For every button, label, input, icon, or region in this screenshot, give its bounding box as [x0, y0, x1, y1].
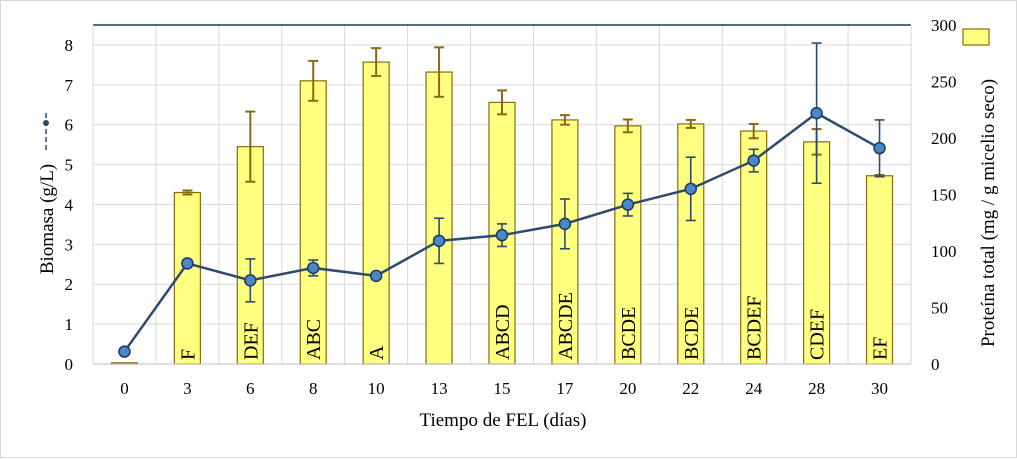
- bar: [299, 80, 327, 365]
- x-tick-label: 17: [556, 379, 574, 398]
- bar-significance-label: F: [177, 349, 199, 360]
- protein-point: [118, 345, 131, 358]
- protein-point: [369, 269, 383, 283]
- bar: [173, 191, 201, 365]
- protein-point: [621, 198, 635, 211]
- bar-significance-label: A: [366, 345, 388, 360]
- right-tick-label: 50: [931, 299, 948, 318]
- bar-significance-label: BCDEF: [744, 296, 766, 360]
- left-tick-label: 2: [65, 275, 74, 294]
- left-tick-label: 7: [65, 76, 74, 95]
- x-tick-label: 8: [309, 379, 318, 398]
- protein-point: [495, 228, 509, 242]
- line-legend-marker: [43, 113, 49, 153]
- bar-significance-label: BCDE: [681, 307, 703, 360]
- right-tick-label: 0: [931, 355, 940, 374]
- left-tick-label: 1: [65, 315, 74, 334]
- x-tick-label: 28: [808, 379, 825, 398]
- x-tick-label: 6: [246, 379, 255, 398]
- bar-legend-swatch: [962, 28, 990, 46]
- x-tick-label: 13: [431, 379, 448, 398]
- right-tick-label: 150: [931, 186, 957, 205]
- biomass-bars: F DEF ABC A ABCD ABCDE BCDE BCDE BCDEF CDEF EF: [110, 46, 894, 365]
- protein-point: [244, 274, 257, 287]
- x-tick-label: 3: [183, 379, 192, 398]
- left-tick-label: 5: [65, 156, 74, 175]
- tick-labels: 0 1 2 3 4 5 6 7 8 0 50 100 150 200 250 300 0 3 6 8 10 13 15 17 2…: [65, 16, 957, 398]
- right-tick-label: 200: [931, 129, 957, 148]
- left-tick-label: 3: [65, 235, 74, 254]
- x-tick-label: 22: [682, 379, 699, 398]
- left-tick-label: 8: [65, 36, 74, 55]
- left-axis-title: Biomasa (g/L): [37, 164, 58, 274]
- right-tick-label: 100: [931, 242, 957, 261]
- bar-significance-label: CDEF: [807, 309, 829, 360]
- bar-significance-label: EF: [870, 337, 892, 360]
- bar: [236, 146, 264, 365]
- x-tick-label: 0: [120, 379, 129, 398]
- protein-point: [181, 257, 194, 270]
- protein-point: [684, 182, 698, 196]
- right-tick-label: 250: [931, 73, 957, 92]
- x-tick-label: 10: [368, 379, 385, 398]
- x-tick-label: 24: [745, 379, 763, 398]
- bar: [362, 61, 390, 365]
- right-axis-title: Proteína total (mg / g micelio seco): [978, 79, 999, 347]
- left-tick-label: 6: [65, 116, 74, 135]
- bar: [865, 175, 894, 365]
- x-tick-label: 15: [494, 379, 511, 398]
- right-tick-label: 300: [931, 16, 957, 35]
- x-tick-label: 20: [619, 379, 636, 398]
- x-tick-label: 30: [871, 379, 888, 398]
- bar-significance-label: ABCD: [492, 304, 514, 360]
- protein-point: [558, 217, 572, 231]
- axes: [92, 24, 912, 365]
- protein-point: [432, 234, 446, 248]
- protein-point: [306, 261, 320, 275]
- bar-significance-label: ABCDE: [555, 292, 577, 360]
- protein-point: [873, 141, 886, 155]
- left-tick-label: 0: [65, 355, 74, 374]
- protein-point: [810, 106, 823, 120]
- bar-significance-label: ABC: [303, 319, 325, 360]
- protein-line: [118, 42, 886, 358]
- bar-significance-label: BCDE: [618, 307, 640, 360]
- x-axis-title: Tiempo de FEL (días): [420, 410, 587, 431]
- bar-significance-label: DEF: [240, 322, 262, 360]
- left-tick-label: 4: [65, 195, 74, 214]
- protein-point: [747, 154, 760, 167]
